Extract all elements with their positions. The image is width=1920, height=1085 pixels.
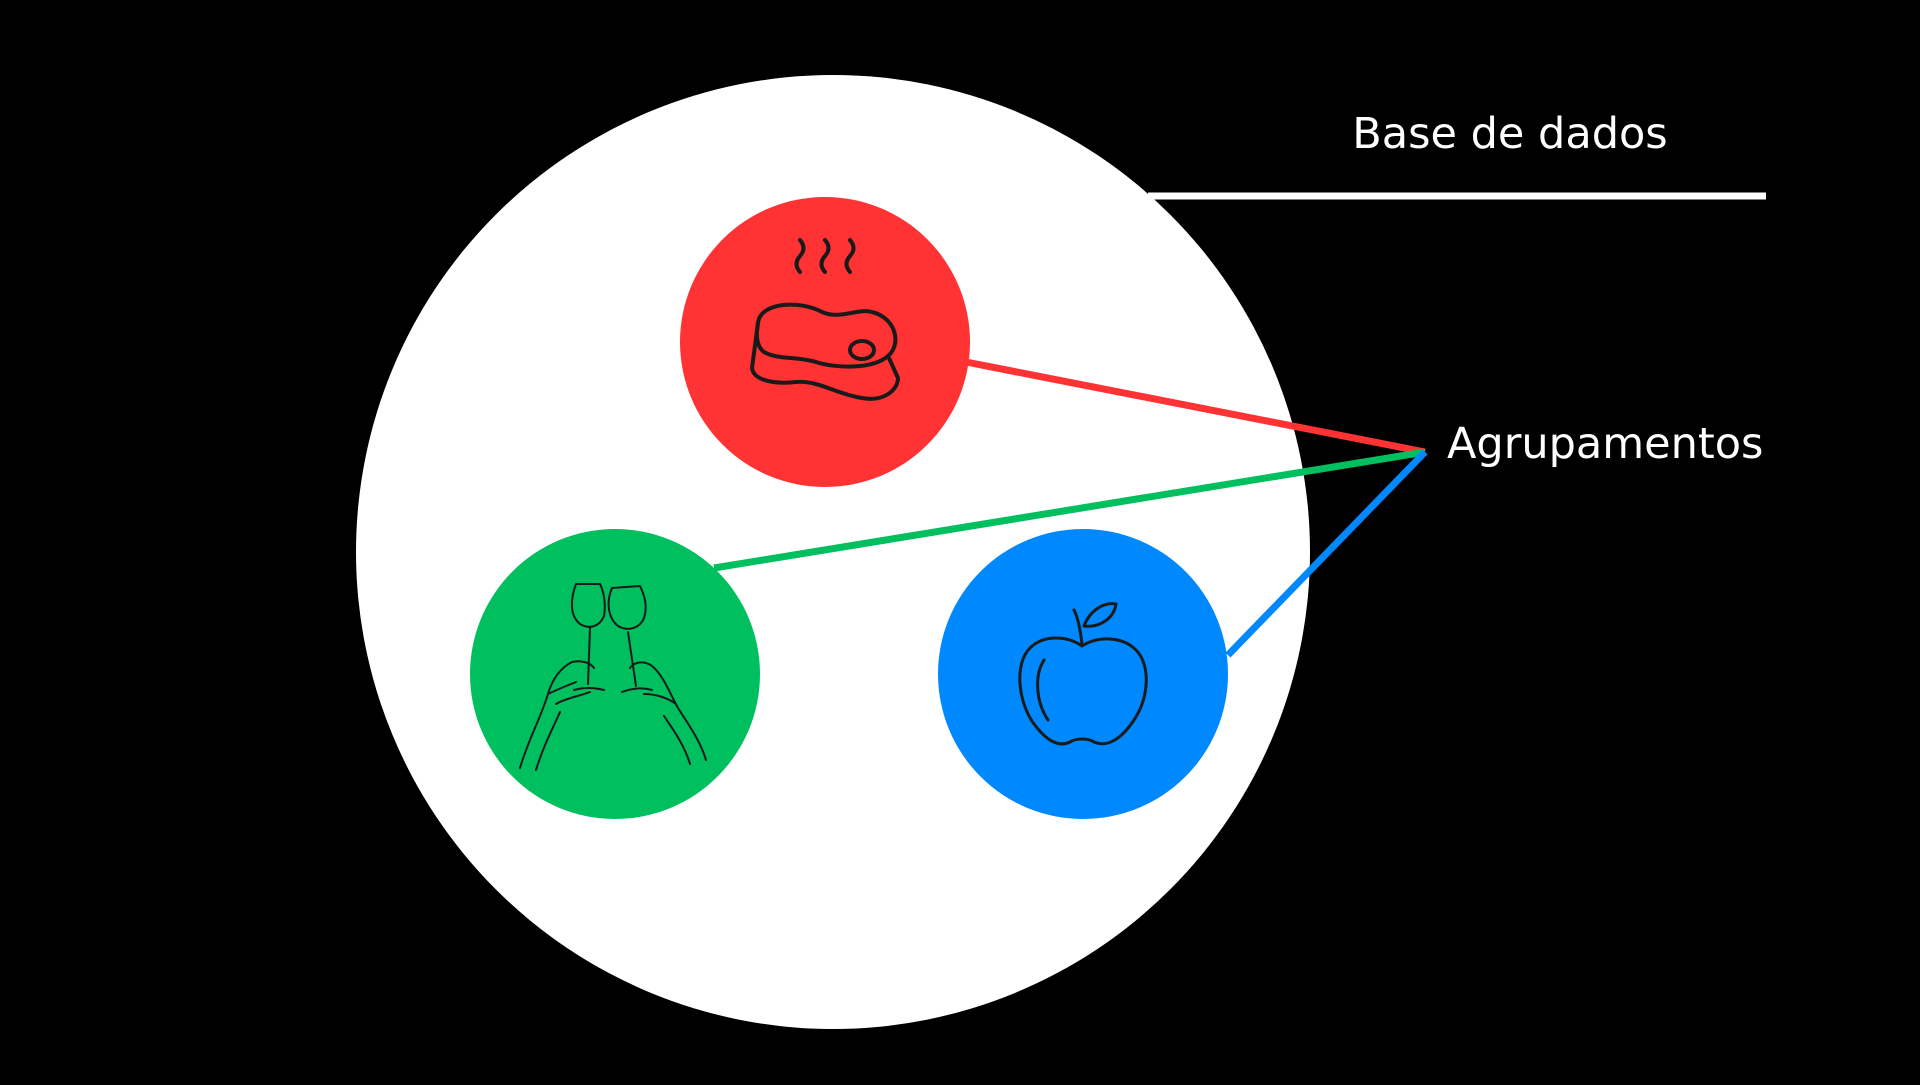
connector-drinks bbox=[713, 448, 1426, 572]
cluster-fruit bbox=[938, 529, 1228, 819]
database-label: Base de dados bbox=[1352, 109, 1667, 159]
cluster-meat bbox=[680, 197, 970, 487]
cluster-meat-circle bbox=[680, 197, 970, 487]
clusters-label: Agrupamentos bbox=[1447, 419, 1763, 469]
connector-fruit bbox=[1225, 449, 1428, 658]
cluster-drinks-circle bbox=[470, 529, 760, 819]
apple-icon bbox=[1018, 602, 1148, 746]
cluster-drinks bbox=[470, 529, 760, 819]
wine-toast-icon bbox=[519, 583, 707, 771]
cluster-fruit-circle bbox=[938, 529, 1228, 819]
steak-icon bbox=[750, 238, 900, 401]
connector-meat bbox=[965, 358, 1426, 456]
